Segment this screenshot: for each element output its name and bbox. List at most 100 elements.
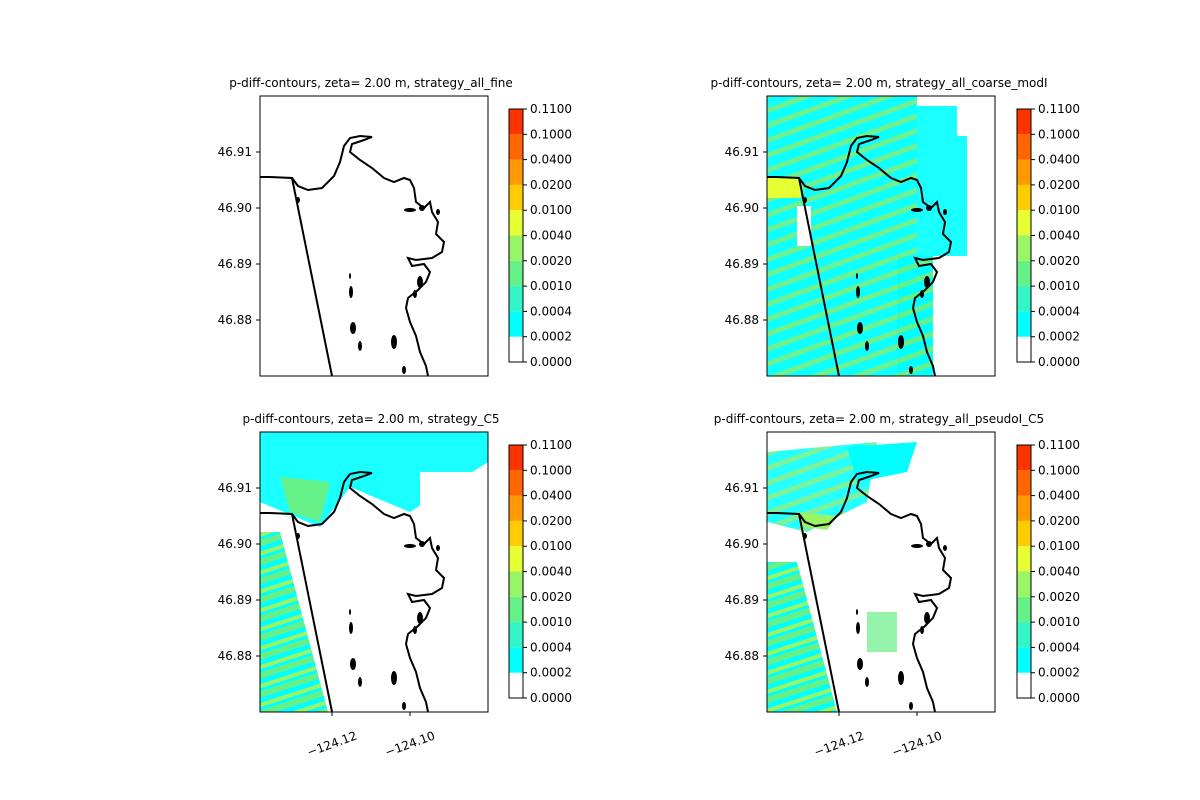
island <box>803 533 807 539</box>
plot-area <box>260 134 446 376</box>
colorbar-segment <box>1017 546 1031 572</box>
colorbar-tick-label: 0.0200 <box>1038 178 1080 192</box>
island <box>865 677 869 687</box>
y-tick-label: 46.90 <box>218 201 252 215</box>
colorbar-tick-label: 0.0100 <box>530 539 572 553</box>
y-tick-label: 46.88 <box>218 313 252 327</box>
y-tick-label: 46.91 <box>218 145 252 159</box>
contour-gap <box>957 96 995 136</box>
island <box>349 286 353 298</box>
island <box>926 205 932 211</box>
colorbar-segment <box>509 571 523 597</box>
island <box>924 612 930 624</box>
colorbar-tick-label: 0.0040 <box>530 565 572 579</box>
contour-fill <box>867 612 897 652</box>
colorbar-segment <box>1017 235 1031 261</box>
x-tick-label: −124.10 <box>890 729 944 760</box>
colorbar-tick-label: 0.0002 <box>530 666 572 680</box>
coastline <box>767 176 840 376</box>
colorbar-tick-label: 0.0100 <box>1038 539 1080 553</box>
island <box>898 671 904 685</box>
x-tick-label: −124.12 <box>812 729 866 760</box>
y-tick-label: 46.89 <box>218 257 252 271</box>
island <box>358 677 362 687</box>
colorbar-segment <box>1017 672 1031 698</box>
colorbar-segment <box>1017 336 1031 362</box>
y-tick-label: 46.89 <box>218 593 252 607</box>
colorbar-segment <box>509 546 523 572</box>
colorbar-tick-label: 0.0004 <box>530 640 572 654</box>
colorbar-tick-label: 0.0004 <box>1038 304 1080 318</box>
island <box>349 273 351 279</box>
colorbar-tick-label: 0.0020 <box>1038 590 1080 604</box>
island <box>920 290 924 298</box>
colorbar-tick-label: 0.0010 <box>1038 279 1080 293</box>
island <box>296 197 300 203</box>
colorbar-segment <box>509 311 523 337</box>
contour-fill <box>280 477 330 522</box>
island <box>911 208 923 212</box>
plot-area <box>767 96 995 376</box>
contour-fill <box>767 562 837 712</box>
island <box>350 658 356 670</box>
contour-gap <box>420 472 488 532</box>
colorbar-segment <box>1017 647 1031 673</box>
colorbar-tick-label: 0.0020 <box>530 254 572 268</box>
chart-panel: p-diff-contours, zeta= 2.00 m, strategy_… <box>218 412 572 759</box>
y-tick-label: 46.89 <box>725 257 759 271</box>
colorbar-segment <box>1017 134 1031 160</box>
colorbar-segment <box>509 672 523 698</box>
island <box>350 322 356 334</box>
chart-panel: p-diff-contours, zeta= 2.00 m, strategy_… <box>714 412 1080 759</box>
colorbar-tick-label: 0.0100 <box>1038 203 1080 217</box>
island <box>911 544 923 548</box>
colorbar-tick-label: 0.0000 <box>1038 691 1080 705</box>
colorbar-segment <box>509 622 523 648</box>
colorbar-segment <box>509 445 523 471</box>
colorbar-segment <box>509 109 523 135</box>
colorbar-tick-label: 0.0100 <box>530 203 572 217</box>
colorbar-segment <box>1017 571 1031 597</box>
island <box>404 544 416 548</box>
colorbar-tick-label: 0.1100 <box>530 102 572 116</box>
colorbar-segment <box>1017 260 1031 287</box>
coastline <box>260 512 333 712</box>
x-tick-label: −124.10 <box>383 729 437 760</box>
colorbar-tick-label: 0.1100 <box>530 438 572 452</box>
colorbar-tick-label: 0.1100 <box>1038 438 1080 452</box>
colorbar-segment <box>1017 210 1031 236</box>
coastline-hook <box>291 134 446 376</box>
island <box>856 273 858 279</box>
colorbar-segment <box>1017 184 1031 211</box>
island <box>417 276 423 288</box>
colorbar-tick-label: 0.0000 <box>530 691 572 705</box>
colorbar-tick-label: 0.1000 <box>1038 127 1080 141</box>
contour-fill <box>767 96 917 376</box>
island <box>856 286 860 298</box>
colorbar-tick-label: 0.0010 <box>530 615 572 629</box>
colorbar-tick-label: 0.0000 <box>1038 355 1080 369</box>
colorbar-tick-label: 0.1000 <box>530 463 572 477</box>
island <box>358 341 362 351</box>
plot-area <box>260 432 488 712</box>
island <box>417 612 423 624</box>
island <box>419 205 425 211</box>
colorbar-segment <box>509 596 523 623</box>
island <box>413 626 417 634</box>
colorbar-segment <box>1017 311 1031 337</box>
colorbar-segment <box>1017 596 1031 623</box>
colorbar-tick-label: 0.1000 <box>1038 463 1080 477</box>
colorbar-segment <box>1017 159 1031 185</box>
colorbar-segment <box>1017 286 1031 312</box>
island <box>857 322 863 334</box>
island <box>436 209 440 215</box>
colorbar-tick-label: 0.1100 <box>1038 102 1080 116</box>
island <box>391 335 397 349</box>
colorbar-segment <box>509 184 523 211</box>
colorbar-segment <box>1017 445 1031 471</box>
island <box>436 545 440 551</box>
chart-panel: p-diff-contours, zeta= 2.00 m, strategy_… <box>710 76 1080 377</box>
island <box>402 702 406 710</box>
chart-title: p-diff-contours, zeta= 2.00 m, strategy_… <box>714 412 1044 426</box>
axes-frame <box>766 95 996 377</box>
